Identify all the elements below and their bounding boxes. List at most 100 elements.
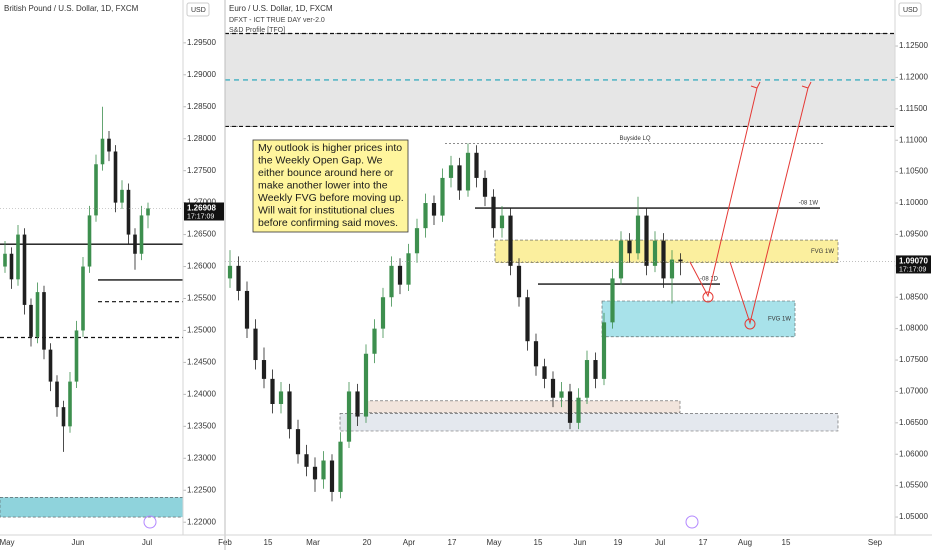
zone [339, 413, 839, 432]
candle-body [146, 208, 150, 216]
y-tick-label: 1.29000 [187, 70, 216, 79]
chart-title: Euro / U.S. Dollar, 1D, FXCM [229, 4, 333, 13]
candle-body [423, 203, 428, 229]
candle-body [457, 165, 462, 191]
y-tick-label: 1.25500 [187, 294, 216, 303]
candle-body [3, 253, 7, 267]
price-tag [184, 202, 224, 221]
time-label: 19 [614, 538, 623, 547]
y-tick-label: 1.07500 [899, 355, 928, 364]
candle-body [120, 189, 124, 203]
candle-body [372, 328, 377, 354]
level-label: -08 1W [799, 201, 819, 207]
candle-body [635, 215, 641, 254]
candle-body [270, 378, 275, 404]
candle-body [126, 189, 131, 235]
candle-body [644, 215, 649, 266]
candle-body [593, 360, 598, 379]
candle-body [304, 454, 309, 467]
candle-body [601, 322, 607, 379]
candle-body [533, 341, 539, 367]
candle-body [499, 215, 505, 229]
time-label: Sep [868, 538, 883, 547]
y-tick-label: 1.27500 [187, 166, 216, 175]
y-tick-label: 1.23500 [187, 421, 216, 430]
candle-body [42, 292, 46, 350]
candle-body [295, 429, 301, 455]
candle-body [236, 265, 241, 291]
candle-body [16, 234, 20, 280]
y-tick-label: 1.09500 [899, 230, 928, 239]
y-tick-label: 1.08500 [899, 292, 928, 301]
y-tick-label: 1.05000 [899, 512, 928, 521]
candle-body [321, 460, 326, 480]
time-label: Jun [72, 538, 85, 547]
candle-body [329, 460, 335, 492]
time-label: 15 [782, 538, 791, 547]
candle-body [100, 138, 105, 165]
candle-body [287, 391, 292, 430]
candle-body [550, 378, 556, 398]
note-line: Will wait for institutional clues [258, 204, 395, 216]
candle-body [525, 297, 530, 342]
candle-body [107, 138, 111, 152]
level-label: Buyside LQ [619, 136, 650, 142]
candle-body [627, 240, 632, 254]
candle-body [491, 196, 496, 229]
candle-body [669, 259, 675, 279]
zone [364, 400, 681, 414]
candle-body [448, 165, 454, 178]
currency-box [898, 2, 922, 17]
y-tick-label: 1.07000 [899, 387, 928, 396]
y-tick-label: 1.26500 [187, 230, 216, 239]
y-tick-label: 1.11000 [899, 135, 928, 144]
candle-body [81, 266, 85, 331]
price-tag [896, 255, 931, 274]
candle-body [61, 407, 66, 427]
candle-body [542, 366, 547, 379]
candle-body [440, 177, 445, 216]
candle-body [87, 215, 92, 267]
candle-body [139, 215, 144, 254]
candle-body [346, 391, 352, 442]
y-tick-label: 1.23000 [187, 453, 216, 462]
currency-box [186, 2, 210, 17]
time-label: 20 [363, 538, 372, 547]
time-label: Jun [574, 538, 587, 547]
candle-body [244, 290, 250, 329]
y-tick-label: 1.27000 [187, 198, 216, 207]
y-tick-label: 1.24500 [187, 358, 216, 367]
price-label: 1.26908 [187, 204, 216, 213]
indicator-label: S&D Profile [TFO] [229, 27, 285, 34]
time-label: May [0, 538, 15, 547]
zone [494, 239, 839, 263]
y-tick-label: 1.05500 [899, 481, 928, 490]
y-tick-label: 1.28000 [187, 134, 216, 143]
note-line: either bounce around here or [258, 167, 394, 179]
countdown: 17:17:09 [899, 266, 926, 273]
note-line: make another lower into the [258, 179, 388, 191]
candle-body [227, 265, 233, 279]
candle-body [338, 441, 343, 492]
candle-body [355, 391, 360, 417]
candle-body [576, 397, 581, 423]
zone [601, 300, 796, 338]
zone-label: FVG 1W [768, 316, 791, 322]
candle-body [584, 360, 590, 398]
candle-body [312, 466, 318, 480]
candle-body [661, 240, 666, 279]
candle-body [68, 381, 72, 427]
time-label: 15 [534, 538, 543, 547]
y-tick-label: 1.10500 [899, 167, 928, 176]
price-label: 1.09070 [899, 257, 928, 266]
candle-body [74, 330, 79, 382]
candle-body [113, 151, 118, 203]
candle-body [278, 391, 284, 404]
candle-body [474, 152, 479, 178]
candle-body [406, 253, 411, 285]
y-tick-label: 1.22500 [187, 485, 216, 494]
y-tick-label: 1.25000 [187, 326, 216, 335]
candle-body [363, 353, 369, 417]
